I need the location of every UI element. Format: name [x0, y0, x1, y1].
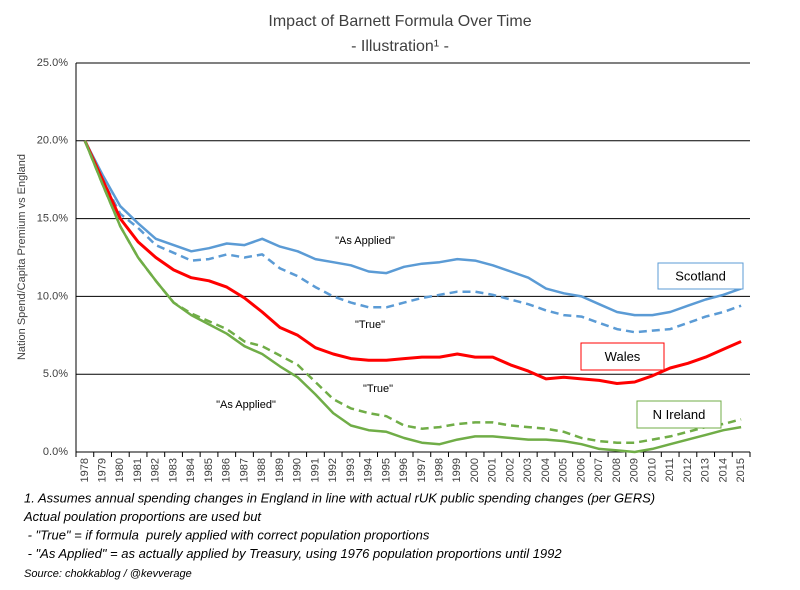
series-label: Scotland: [675, 268, 726, 283]
x-tick-label: 2004: [540, 458, 552, 482]
x-tick-label: 1997: [416, 458, 428, 482]
x-tick-label: 1987: [238, 458, 250, 482]
series-label: N Ireland: [653, 407, 706, 422]
series-line: [83, 140, 742, 385]
chart-title: Impact of Barnett Formula Over Time: [268, 13, 531, 30]
x-tick-label: 1990: [292, 458, 304, 482]
line-annotation: "As Applied": [335, 235, 395, 247]
x-tick-label: 1984: [185, 458, 197, 482]
x-tick-label: 1983: [167, 458, 179, 482]
source: Source: chokkablog / @kevverage: [24, 568, 192, 580]
x-tick-label: 1993: [345, 458, 357, 482]
chart-subtitle: - Illustration¹ -: [351, 38, 449, 55]
x-tick-label: 2007: [593, 458, 605, 482]
x-tick-label: 1981: [132, 458, 144, 482]
x-tick-label: 2000: [469, 458, 481, 482]
line-annotation: "As Applied": [216, 399, 276, 411]
x-tick-label: 2001: [487, 458, 499, 482]
line-annotation: "True": [363, 383, 393, 395]
x-tick-label: 2010: [646, 458, 658, 482]
x-tick-label: 1995: [380, 458, 392, 482]
x-tick-label: 2003: [522, 458, 534, 482]
series-label-box: [580, 342, 665, 371]
series-label-box: [657, 262, 744, 290]
y-tick-label: 10.0%: [37, 290, 68, 302]
x-tick-label: 1982: [150, 458, 162, 482]
x-tick-label: 1979: [97, 458, 109, 482]
y-tick-label: 20.0%: [37, 135, 68, 147]
footnote: - "True" = if formula purely applied wit…: [24, 527, 430, 542]
x-tick-label: 2002: [504, 458, 516, 482]
series-line: [83, 140, 742, 317]
x-tick-label: 2015: [735, 458, 747, 482]
x-tick-label: 2008: [611, 458, 623, 482]
x-tick-label: 2009: [629, 458, 641, 482]
series-line: [83, 140, 742, 454]
footnote: - "As Applied" = as actually applied by …: [24, 546, 562, 561]
y-tick-label: 15.0%: [37, 213, 68, 225]
x-tick-label: 1978: [79, 458, 91, 482]
line-annotation: "True": [355, 319, 385, 331]
x-tick-label: 1980: [114, 458, 126, 482]
y-axis-label: Nation Spend/Capita Premium vs England: [16, 154, 28, 360]
footnote: Actual poulation proportions are used bu…: [23, 509, 262, 524]
x-tick-label: 1998: [434, 458, 446, 482]
x-tick-label: 1999: [451, 458, 463, 482]
x-tick-label: 1991: [309, 458, 321, 482]
x-tick-label: 1996: [398, 458, 410, 482]
x-tick-label: 1992: [327, 458, 339, 482]
footnote: 1. Assumes annual spending changes in En…: [24, 490, 655, 505]
x-tick-label: 1985: [203, 458, 215, 482]
y-tick-label: 25.0%: [37, 57, 68, 69]
x-tick-label: 1994: [363, 458, 375, 482]
x-tick-label: 2014: [717, 458, 729, 482]
x-tick-label: 2005: [558, 458, 570, 482]
x-tick-label: 2012: [682, 458, 694, 482]
x-tick-label: 2006: [575, 458, 587, 482]
y-tick-label: 5.0%: [43, 368, 68, 380]
y-tick-label: 0.0%: [43, 446, 68, 458]
x-tick-label: 2011: [664, 458, 676, 482]
series-label-box: [636, 400, 722, 429]
series-label: Wales: [605, 349, 641, 364]
series-line: [83, 140, 742, 444]
x-tick-label: 1989: [274, 458, 286, 482]
x-tick-label: 1988: [256, 458, 268, 482]
x-tick-label: 2013: [700, 458, 712, 482]
series-line: [83, 140, 742, 334]
x-tick-label: 1986: [221, 458, 233, 482]
